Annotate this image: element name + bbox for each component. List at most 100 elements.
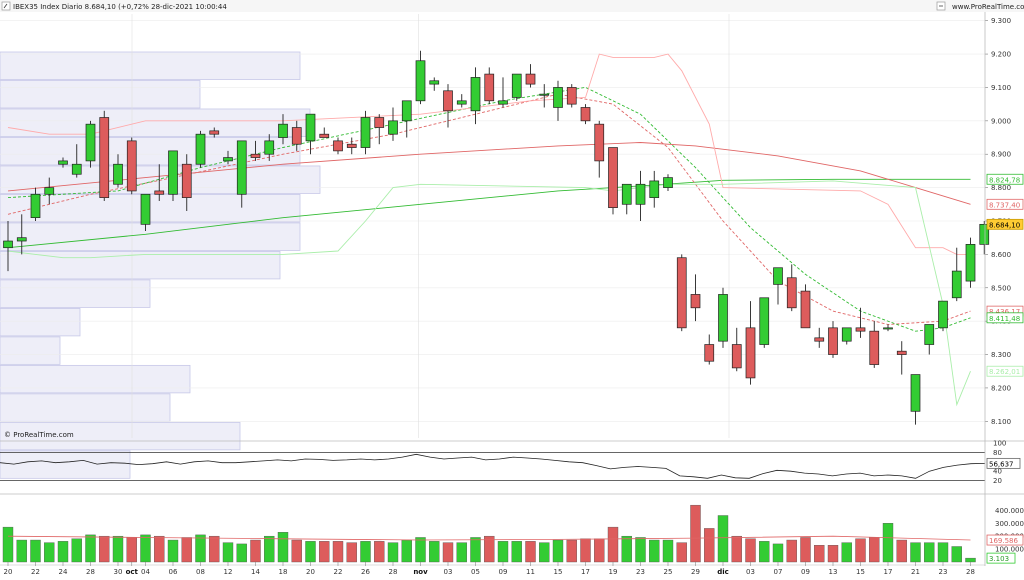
volume-bar [649,539,660,563]
candle-body [869,330,880,365]
date-tick-label: 14 [251,568,260,576]
candle-body [58,160,68,165]
volume-bar [167,539,179,563]
volume-tick-label: 400.000 [995,507,1024,515]
date-tick-label: 17 [581,568,590,576]
candle-body [470,77,481,112]
date-tick-label: 22 [334,568,343,576]
volume-bar [896,539,907,563]
candle-body [745,327,756,379]
volume-bar [195,534,206,563]
price-tick-label: 8.500 [991,284,1011,292]
volume-bar [731,535,742,563]
overlay-line [7,180,971,407]
date-tick-label: oct [126,568,139,576]
overlay-value-label: 8.436,17 [989,308,1020,316]
oscillator-panel: 1008060402056,637 [0,440,1024,485]
overlay-value-tag [986,312,1024,324]
candle-body [594,123,605,162]
candle-body [16,237,27,242]
candle-body [663,177,673,188]
volume-profile-bar [0,108,311,137]
candle-body [250,153,261,158]
volume-bar [429,541,440,563]
volume-bar [2,526,14,563]
volume-bar [319,541,330,563]
volume-profile-bar [0,364,191,394]
volume-profile-bar [0,393,171,422]
candle-body [388,120,398,135]
chart-header: IBEX35 Index Diario 8.684,10 (+0,72% 28-… [0,0,1024,12]
volume-bar [814,545,825,563]
candle-body [800,290,811,329]
volume-bar [99,535,110,563]
overlay-line [7,86,971,332]
date-tick-label: 28 [389,568,398,576]
candle-body [44,187,55,195]
volume-bar [497,541,509,563]
date-tick-label: dic [717,568,729,576]
volume-ma-label: 169.586 [989,537,1018,545]
volume-bar [717,515,729,563]
candle-body [113,163,123,185]
date-tick-label: 26 [361,568,370,576]
candle-body [305,113,316,142]
volume-ma-tag [986,534,1024,546]
price-tick-label: 9.100 [991,84,1011,92]
volume-bar [855,538,866,563]
candle-body [374,117,385,128]
volume-bar [800,537,811,563]
candle-body [938,300,948,329]
volume-bar [841,542,852,563]
volume-bar [759,541,770,563]
volume-bar [277,532,289,563]
candle-body [360,117,371,148]
volume-bar [635,537,646,563]
candle-body [773,267,783,285]
date-tick-label: 05 [471,568,480,576]
volume-profile [0,51,321,479]
brand-link[interactable]: www.ProRealTime.com [952,3,1024,11]
candle-body [498,100,508,105]
date-tick-label: 21 [911,568,920,576]
candle-body [718,294,728,342]
volume-bar [126,537,137,563]
volume-bar [264,535,275,563]
moving-averages [7,53,971,407]
candle-body [924,324,935,345]
candle-body [126,140,137,192]
candle-body [264,140,275,155]
volume-bar [415,537,426,563]
date-tick-label: 19 [609,568,618,576]
date-tick-label: 09 [801,568,810,576]
volume-profile-bar [0,222,301,251]
price-tick-label: 8.900 [991,151,1011,159]
volume-bar [580,538,591,563]
volume-bar [181,537,192,563]
date-tick-label: 20 [306,568,315,576]
date-tick-label: 04 [141,568,150,576]
candle-body [99,117,110,198]
volume-tick-label: 100.000 [995,546,1024,554]
osc-value-label: 56,637 [989,460,1014,468]
volume-profile-bar [0,450,131,479]
overlay-value-label: 8.411,48 [989,315,1020,323]
price-tick-label: 8.100 [991,418,1011,426]
osc-tick-label: 40 [993,468,1002,476]
candle-body [525,73,536,85]
date-tick-label: 22 [31,568,40,576]
overlay-value-tag [986,173,1024,185]
volume-bar [71,538,82,563]
date-tick-label: 30 [114,568,123,576]
candle-body [951,270,962,299]
candle-body [456,100,467,105]
candle-body [511,73,522,98]
date-tick-label: 24 [59,568,68,576]
price-tick-label: 9.000 [991,117,1011,125]
volume-last-tag [986,552,1016,564]
candle-body [841,327,852,342]
volume-bar [112,535,124,563]
volume-profile-bar [0,279,151,308]
